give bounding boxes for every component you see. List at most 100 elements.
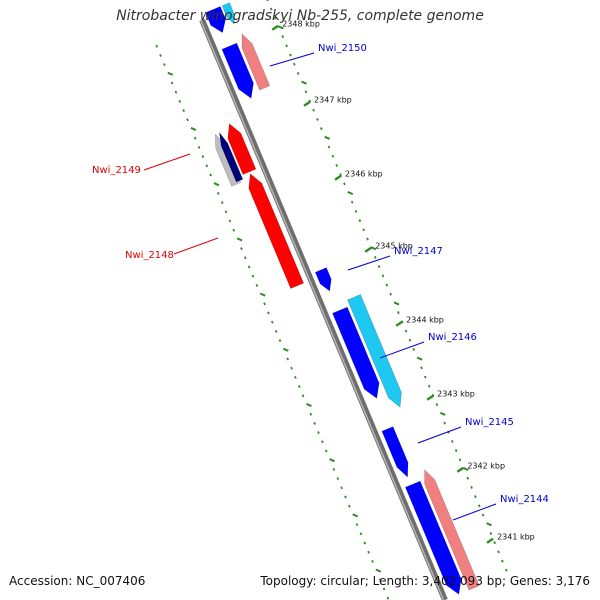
ruler-dot [309,412,313,416]
ruler-dot [297,385,301,389]
ruler-dot [343,182,346,186]
ruler-dot [193,136,197,140]
ruler-dot [347,191,354,196]
ruler-dot [209,173,212,177]
ruler-dot [504,568,508,572]
ruler-dot [228,219,232,223]
gene-label-leader [347,255,391,271]
ruler-dot [327,145,331,149]
gene-labels: Nwi_2150 Nwi_2149 Nwi_2148 Nwi_2147 Nwi_2146… [92,43,549,521]
gene-label-nwi-2149: Nwi_2149 [92,165,141,176]
ruler-dot [269,7,273,11]
tick-marks: 2348 kbp 2347 kbp 2346 kbp 2345 kbp 2344 kbp… [271,20,535,544]
reverse-gene [227,123,257,175]
forward-rna [221,2,235,25]
ruler-dot [420,366,423,370]
ruler-dot [385,283,389,287]
ruler-dot [340,486,343,490]
gene-label-leader [379,341,425,359]
tick-dash [303,100,311,107]
ruler-dot [321,440,324,444]
ruler-dot [186,118,189,122]
tick-label: 2343 kbp [437,390,475,399]
gene-label-leader [173,237,219,255]
ruler-dot [270,320,274,324]
ruler-dot [217,191,220,195]
forward-gene [381,426,409,478]
reverse-rna [241,33,271,91]
ruler-dot [350,200,354,204]
ruler-dot [312,108,315,112]
forward-gene [314,267,332,292]
ruler-dot [408,338,412,342]
ruler-dot [281,35,285,39]
gene-navy [218,131,244,183]
ruler-dot [362,228,365,232]
ruler-dot [366,237,369,241]
ruler-dot [167,71,174,76]
backbone-highlight [199,19,445,600]
ruler-dot [273,16,277,20]
forward-gene [221,42,254,99]
ruler-dot [377,265,381,269]
tick-label: 2347 kbp [314,96,352,105]
ruler-dot [301,80,307,85]
ruler-dot [386,596,390,600]
ruler-dot [155,44,158,48]
ruler-dot [443,421,446,425]
ruler-dot [501,559,504,563]
ruler-dot [435,403,439,407]
ruler-dot [182,109,185,113]
ruler-dot [274,329,278,333]
ruler-dot [201,155,205,159]
ruler-dot [359,532,363,536]
ruler-dot [220,201,224,205]
ruler-dot [278,339,282,343]
ruler-dot [451,439,454,443]
ruler-dot [463,467,469,472]
ruler-dot [174,90,178,94]
gene-label-leader [143,153,191,171]
ruler-dot [354,209,358,213]
ruler-dot [205,164,209,168]
forward-rna [347,294,402,408]
gene-label-nwi-2144: Nwi_2144 [500,494,549,505]
tick-label: 2345 kbp [375,242,413,251]
accession-text: Accession: NC_007406 [9,574,146,588]
ruler-dot [282,347,289,352]
ruler-dot [324,135,331,140]
ruler-dot [352,513,359,518]
gene-label-nwi-2147: Nwi_2147 [394,246,443,257]
ruler-dot [454,449,458,453]
ruler-dot [331,154,335,158]
ruler-dot [474,495,477,499]
tick-dash [395,320,403,327]
ruler-dot [470,485,473,489]
ruler-dot [259,292,266,297]
genome-title: Nitrobacter winogradskyi Nb-255, complet… [116,8,484,24]
ruler-dot [427,384,431,388]
tick-dash [456,466,464,473]
ruler-dot [424,375,427,379]
ruler-dot [486,522,492,527]
ruler-dot [458,458,462,462]
ruler-dot [381,274,385,278]
ruler-dot [375,568,382,573]
ruler-dot [324,449,328,453]
ruler-dot [163,63,166,67]
tick-label: 2348 kbp [282,20,320,29]
ruler-dot [197,145,201,149]
ruler-dot [289,53,292,57]
ruler-dot [466,476,470,480]
ruler-dot [286,357,289,361]
tick-label: 2342 kbp [467,462,505,471]
ruler-dot [313,421,316,425]
ruler-dot [255,283,259,287]
ruler-dot [320,127,323,131]
inner-ruler-dots [155,44,390,600]
ruler-dot [251,274,255,278]
ruler-dot [416,356,423,361]
genome-backbone [199,18,448,600]
ruler-dot [190,126,197,132]
gene-features [205,2,480,595]
